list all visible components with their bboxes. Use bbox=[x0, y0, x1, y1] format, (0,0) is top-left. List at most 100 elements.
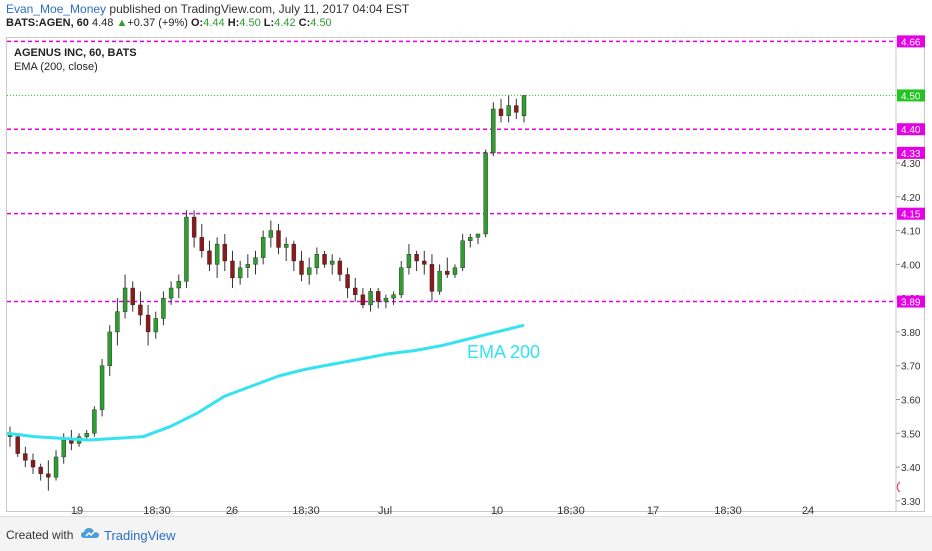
y-tick-label: 3.80 bbox=[901, 328, 921, 339]
level-price-box bbox=[897, 146, 925, 159]
candle-body bbox=[107, 331, 112, 366]
candle-body bbox=[268, 230, 274, 238]
open-label: O: bbox=[190, 17, 204, 29]
price-chart[interactable]: 4.304.204.104.003.903.803.703.603.503.40… bbox=[0, 0, 932, 516]
timezone-marker-icon bbox=[896, 481, 901, 493]
candle-body bbox=[253, 257, 258, 265]
level-price-label: 4.40 bbox=[901, 125, 921, 136]
candle-body bbox=[452, 267, 458, 275]
y-tick-label: 3.30 bbox=[901, 497, 921, 508]
candle-body bbox=[306, 267, 312, 275]
y-tick-label: 3.60 bbox=[901, 396, 921, 407]
candle-body bbox=[399, 267, 404, 295]
candle-body bbox=[330, 260, 335, 265]
candle-body bbox=[237, 267, 243, 279]
x-tick-label: 18:30 bbox=[557, 505, 585, 516]
chart-legend: AGENUS INC, 60, BATS EMA (200, close) bbox=[14, 46, 137, 74]
level-price-label: 4.15 bbox=[901, 210, 921, 221]
candle-body bbox=[491, 108, 496, 154]
legend-indicator: EMA (200, close) bbox=[14, 61, 98, 73]
candle-body bbox=[483, 152, 488, 235]
created-with-text: Created with bbox=[6, 528, 74, 542]
level-price-label: 3.89 bbox=[901, 298, 921, 309]
y-tick-label: 4.10 bbox=[901, 227, 921, 238]
chart-frame[interactable] bbox=[6, 37, 925, 512]
candle-body bbox=[38, 466, 43, 475]
close-value: 4.50 bbox=[310, 17, 332, 29]
x-tick-label: 24 bbox=[802, 505, 814, 516]
candle-body bbox=[15, 436, 20, 454]
candle-body bbox=[314, 254, 320, 268]
x-tick-label: 26 bbox=[226, 505, 238, 516]
candle-body bbox=[437, 270, 442, 292]
level-price-label: 4.33 bbox=[901, 149, 921, 160]
low-label: L: bbox=[263, 17, 275, 29]
ema-annotation: EMA 200 bbox=[467, 342, 540, 362]
level-price-box bbox=[897, 35, 925, 48]
candle-body bbox=[521, 95, 527, 116]
level-price-box bbox=[897, 123, 925, 136]
candle-body bbox=[353, 287, 358, 295]
candle-body bbox=[92, 409, 97, 434]
candle-body bbox=[475, 233, 481, 238]
y-tick-label: 4.30 bbox=[901, 159, 921, 170]
candle-body bbox=[61, 439, 66, 458]
tradingview-brand[interactable]: TradingView bbox=[104, 528, 176, 543]
candle-body bbox=[345, 274, 350, 289]
candle-body bbox=[514, 105, 519, 113]
level-price-box bbox=[897, 207, 925, 220]
author-link[interactable]: Evan_Moe_Money bbox=[6, 2, 107, 16]
footer-bar: Created with TradingView bbox=[0, 516, 932, 551]
candle-body bbox=[291, 243, 297, 262]
candle-body bbox=[46, 473, 51, 478]
x-tick-label: 17 bbox=[647, 505, 659, 516]
candle-body bbox=[468, 237, 473, 241]
candle-body bbox=[222, 243, 228, 262]
candle-body bbox=[429, 264, 435, 292]
candle-body bbox=[460, 240, 465, 268]
x-tick-label: 18:30 bbox=[292, 505, 320, 516]
candle-body bbox=[299, 260, 304, 275]
ema-200-line bbox=[6, 323, 525, 442]
candle-body bbox=[422, 260, 427, 265]
candle-body bbox=[122, 287, 128, 312]
candle-body bbox=[414, 254, 419, 262]
legend-title: AGENUS INC, 60, BATS bbox=[14, 47, 137, 59]
candle-body bbox=[176, 281, 181, 289]
y-tick-label: 3.70 bbox=[901, 362, 921, 373]
candle-body bbox=[23, 453, 28, 461]
change-text: +0.37 (+9%) bbox=[127, 17, 188, 29]
candle-body bbox=[207, 250, 212, 265]
low-value: 4.42 bbox=[274, 17, 296, 29]
candle-body bbox=[391, 294, 396, 299]
candle-body bbox=[30, 460, 36, 468]
candle-body bbox=[115, 311, 120, 333]
candle-body bbox=[168, 287, 174, 299]
candle-body bbox=[260, 237, 266, 258]
candle-body bbox=[199, 237, 204, 252]
candle-body bbox=[406, 254, 412, 268]
level-price-box bbox=[897, 295, 925, 308]
candle-body bbox=[498, 108, 504, 116]
candle-body bbox=[214, 243, 220, 265]
candle-body bbox=[99, 365, 105, 410]
level-price-label: 4.66 bbox=[901, 37, 921, 48]
candle-body bbox=[337, 260, 343, 275]
x-tick-label: 19 bbox=[71, 505, 83, 516]
candle-body bbox=[322, 254, 327, 265]
candle-body bbox=[360, 294, 366, 306]
candle-body bbox=[130, 287, 135, 306]
last-price-box bbox=[897, 89, 925, 102]
high-label: H: bbox=[227, 17, 240, 29]
candle-body bbox=[230, 260, 235, 279]
candle-body bbox=[191, 216, 197, 238]
symbol-label: BATS:AGEN, 60 bbox=[6, 17, 89, 29]
candle-body bbox=[383, 297, 389, 302]
candle-body bbox=[138, 304, 143, 316]
y-tick-label: 4.20 bbox=[901, 193, 921, 204]
y-tick-label: 3.50 bbox=[901, 429, 921, 440]
candle-body bbox=[153, 318, 158, 333]
candle-body bbox=[145, 314, 151, 333]
x-tick-label: Jul bbox=[378, 505, 392, 516]
candle-body bbox=[506, 105, 511, 116]
